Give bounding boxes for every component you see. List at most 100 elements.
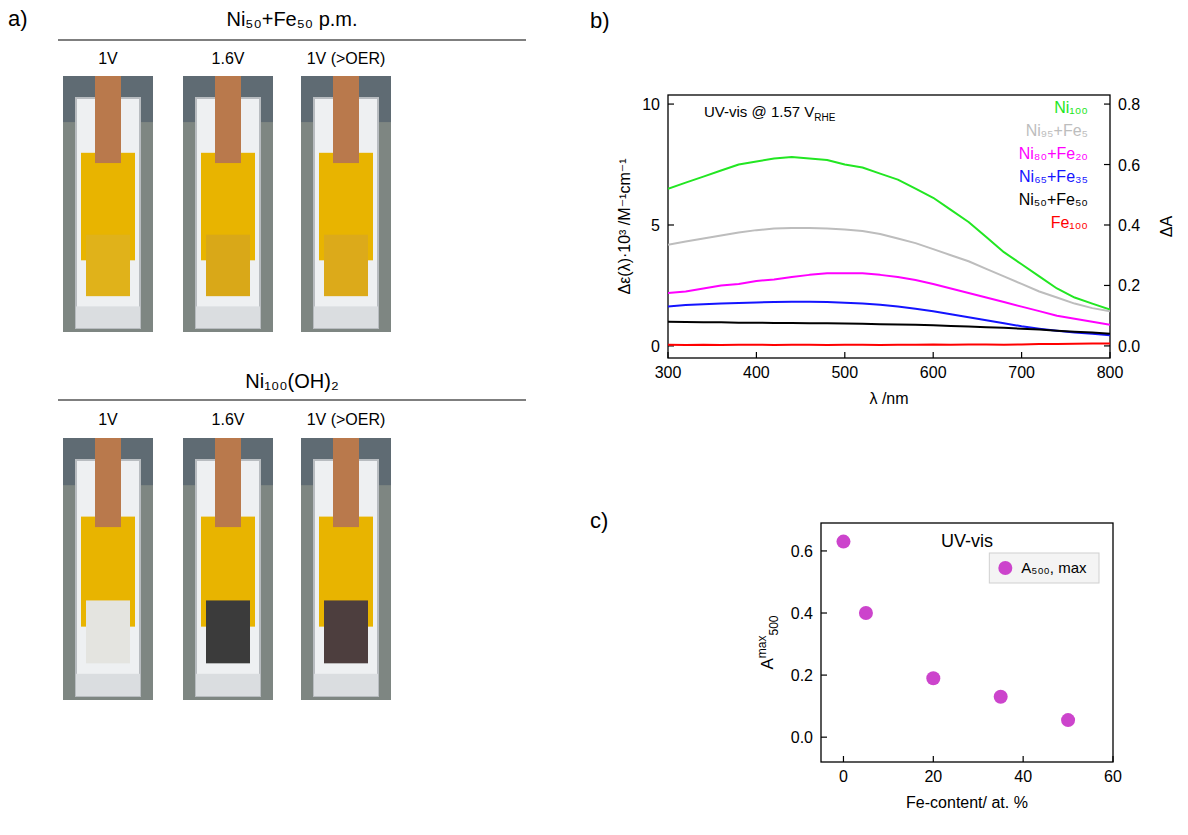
y2-tick <box>1104 224 1110 225</box>
y-tick-label: 0.0 <box>791 729 813 746</box>
y-tick-label: 0.6 <box>791 543 813 560</box>
copper-contact <box>215 438 241 527</box>
y2-tick-label: 0.6 <box>1118 157 1140 174</box>
y2-tick <box>1104 345 1110 346</box>
y2-tick-label: 0.8 <box>1118 96 1140 113</box>
potential-label: 1.6V <box>212 50 245 67</box>
copper-contact <box>95 438 121 527</box>
x-axis-title: Fe-content/ at. % <box>906 794 1028 811</box>
y-tick-label: 0 <box>651 338 660 355</box>
cuvette-photo <box>183 76 273 332</box>
x-tick-label: 0 <box>839 768 848 785</box>
panel-label: b) <box>590 8 610 33</box>
scatter-point <box>926 671 940 685</box>
y2-tick-label: 0.2 <box>1118 277 1140 294</box>
group-title: Ni₅₀+Fe₅₀ p.m. <box>226 8 357 30</box>
photo-background <box>301 76 391 332</box>
x-tick <box>1021 352 1022 358</box>
scatter-point <box>1061 713 1075 727</box>
figure: a) Ni₅₀+Fe₅₀ p.m. 1V 1.6V 1V (>OER) Ni₁₀₀(OH)… <box>0 0 1188 835</box>
photo-background <box>63 438 153 700</box>
legend-entry: Ni₉₅+Fe₅ <box>1026 122 1088 139</box>
cuvette-photo <box>63 76 153 332</box>
x-tick <box>667 352 668 358</box>
x-tick-label: 500 <box>831 364 858 381</box>
x-tick <box>933 352 934 358</box>
potential-label: 1V (>OER) <box>307 50 386 67</box>
x-tick-label: 60 <box>1104 768 1122 785</box>
legend: Ni₁₀₀ Ni₉₅+Fe₅ Ni₈₀+Fe₂₀ Ni₆₅+Fe₃₅ Ni₅₀+Fe₅₀… <box>1019 99 1088 231</box>
scatter-point <box>836 535 850 549</box>
electrode-film <box>324 235 368 296</box>
y2-axis-title: ΔA <box>1158 215 1175 237</box>
x-tick <box>844 352 845 358</box>
x-tick-label: 20 <box>924 768 942 785</box>
annotation-sub: RHE <box>814 112 835 123</box>
y-tick-label: 5 <box>651 217 660 234</box>
x-tick <box>1023 756 1024 762</box>
electrode-film <box>86 235 130 296</box>
electrode-film <box>86 600 130 663</box>
scatter-point <box>859 606 873 620</box>
x-tick <box>756 352 757 358</box>
y2-tick <box>1104 103 1110 104</box>
x-axis-title: λ /nm <box>869 390 908 407</box>
copper-contact <box>95 76 121 163</box>
y-tick <box>668 224 674 225</box>
y-tick <box>821 612 827 613</box>
x-tick-label: 40 <box>1014 768 1032 785</box>
legend-entry: A₅₀₀, max <box>1021 559 1087 576</box>
chart-title: UV-vis <box>941 531 993 551</box>
cuvette-photo <box>183 438 273 700</box>
legend-entry: Ni₁₀₀ <box>1054 99 1088 116</box>
group-rule <box>58 399 526 400</box>
legend-entry: Ni₈₀+Fe₂₀ <box>1019 145 1088 162</box>
scatter-point <box>994 690 1008 704</box>
copper-contact <box>333 76 359 163</box>
spectrum-line <box>668 228 1110 311</box>
y2-tick-label: 0.4 <box>1118 217 1140 234</box>
legend-entry: Ni₆₅+Fe₃₅ <box>1019 168 1088 185</box>
cuvette-base <box>76 674 140 696</box>
y-axis-title: Δε(λ)·10³ /M⁻¹cm⁻¹ <box>616 158 633 294</box>
y2-tick-label: 0.0 <box>1118 338 1140 355</box>
x-tick <box>1109 352 1110 358</box>
potential-label: 1V <box>98 50 118 67</box>
cuvette-base <box>196 306 260 328</box>
photo-background <box>183 76 273 332</box>
cuvette-photo <box>301 438 391 700</box>
y-axis-title-sup: max <box>755 636 769 659</box>
x-tick-label: 700 <box>1008 364 1035 381</box>
legend-entry: Ni₅₀+Fe₅₀ <box>1019 191 1088 208</box>
panel-label: c) <box>590 508 608 533</box>
legend: A₅₀₀, max <box>989 553 1099 583</box>
copper-contact <box>215 76 241 163</box>
x-tick <box>843 756 844 762</box>
potential-label: 1.6V <box>212 411 245 428</box>
electrode-film <box>206 600 250 663</box>
group-rule <box>58 39 526 40</box>
cuvette-photo <box>63 438 153 700</box>
x-tick-label: 400 <box>743 364 770 381</box>
spectrum-line <box>668 273 1110 324</box>
y-tick-label: 10 <box>642 96 660 113</box>
y2-tick <box>1104 285 1110 286</box>
spectrum-line <box>668 302 1110 336</box>
y-tick <box>821 550 827 551</box>
chart-panel: b)30040050060070080005100.00.20.40.60.8λ… <box>590 8 1175 407</box>
photo-panel: a) Ni₅₀+Fe₅₀ p.m. 1V 1.6V 1V (>OER) Ni₁₀₀(OH)… <box>8 6 526 700</box>
legend-marker <box>998 561 1012 575</box>
cuvette-base <box>314 674 378 696</box>
y2-tick <box>1104 164 1110 165</box>
photo-background <box>63 76 153 332</box>
electrode-film <box>324 600 368 663</box>
cuvette-base <box>76 306 140 328</box>
panel-label: a) <box>8 6 28 31</box>
plot-frame <box>668 95 1110 358</box>
electrode-film <box>206 235 250 296</box>
photo-background <box>183 438 273 700</box>
y-axis-title-main: A <box>758 658 777 670</box>
legend-box <box>989 553 1099 583</box>
plot-frame <box>821 523 1113 762</box>
group-title: Ni₁₀₀(OH)₂ <box>245 370 338 392</box>
